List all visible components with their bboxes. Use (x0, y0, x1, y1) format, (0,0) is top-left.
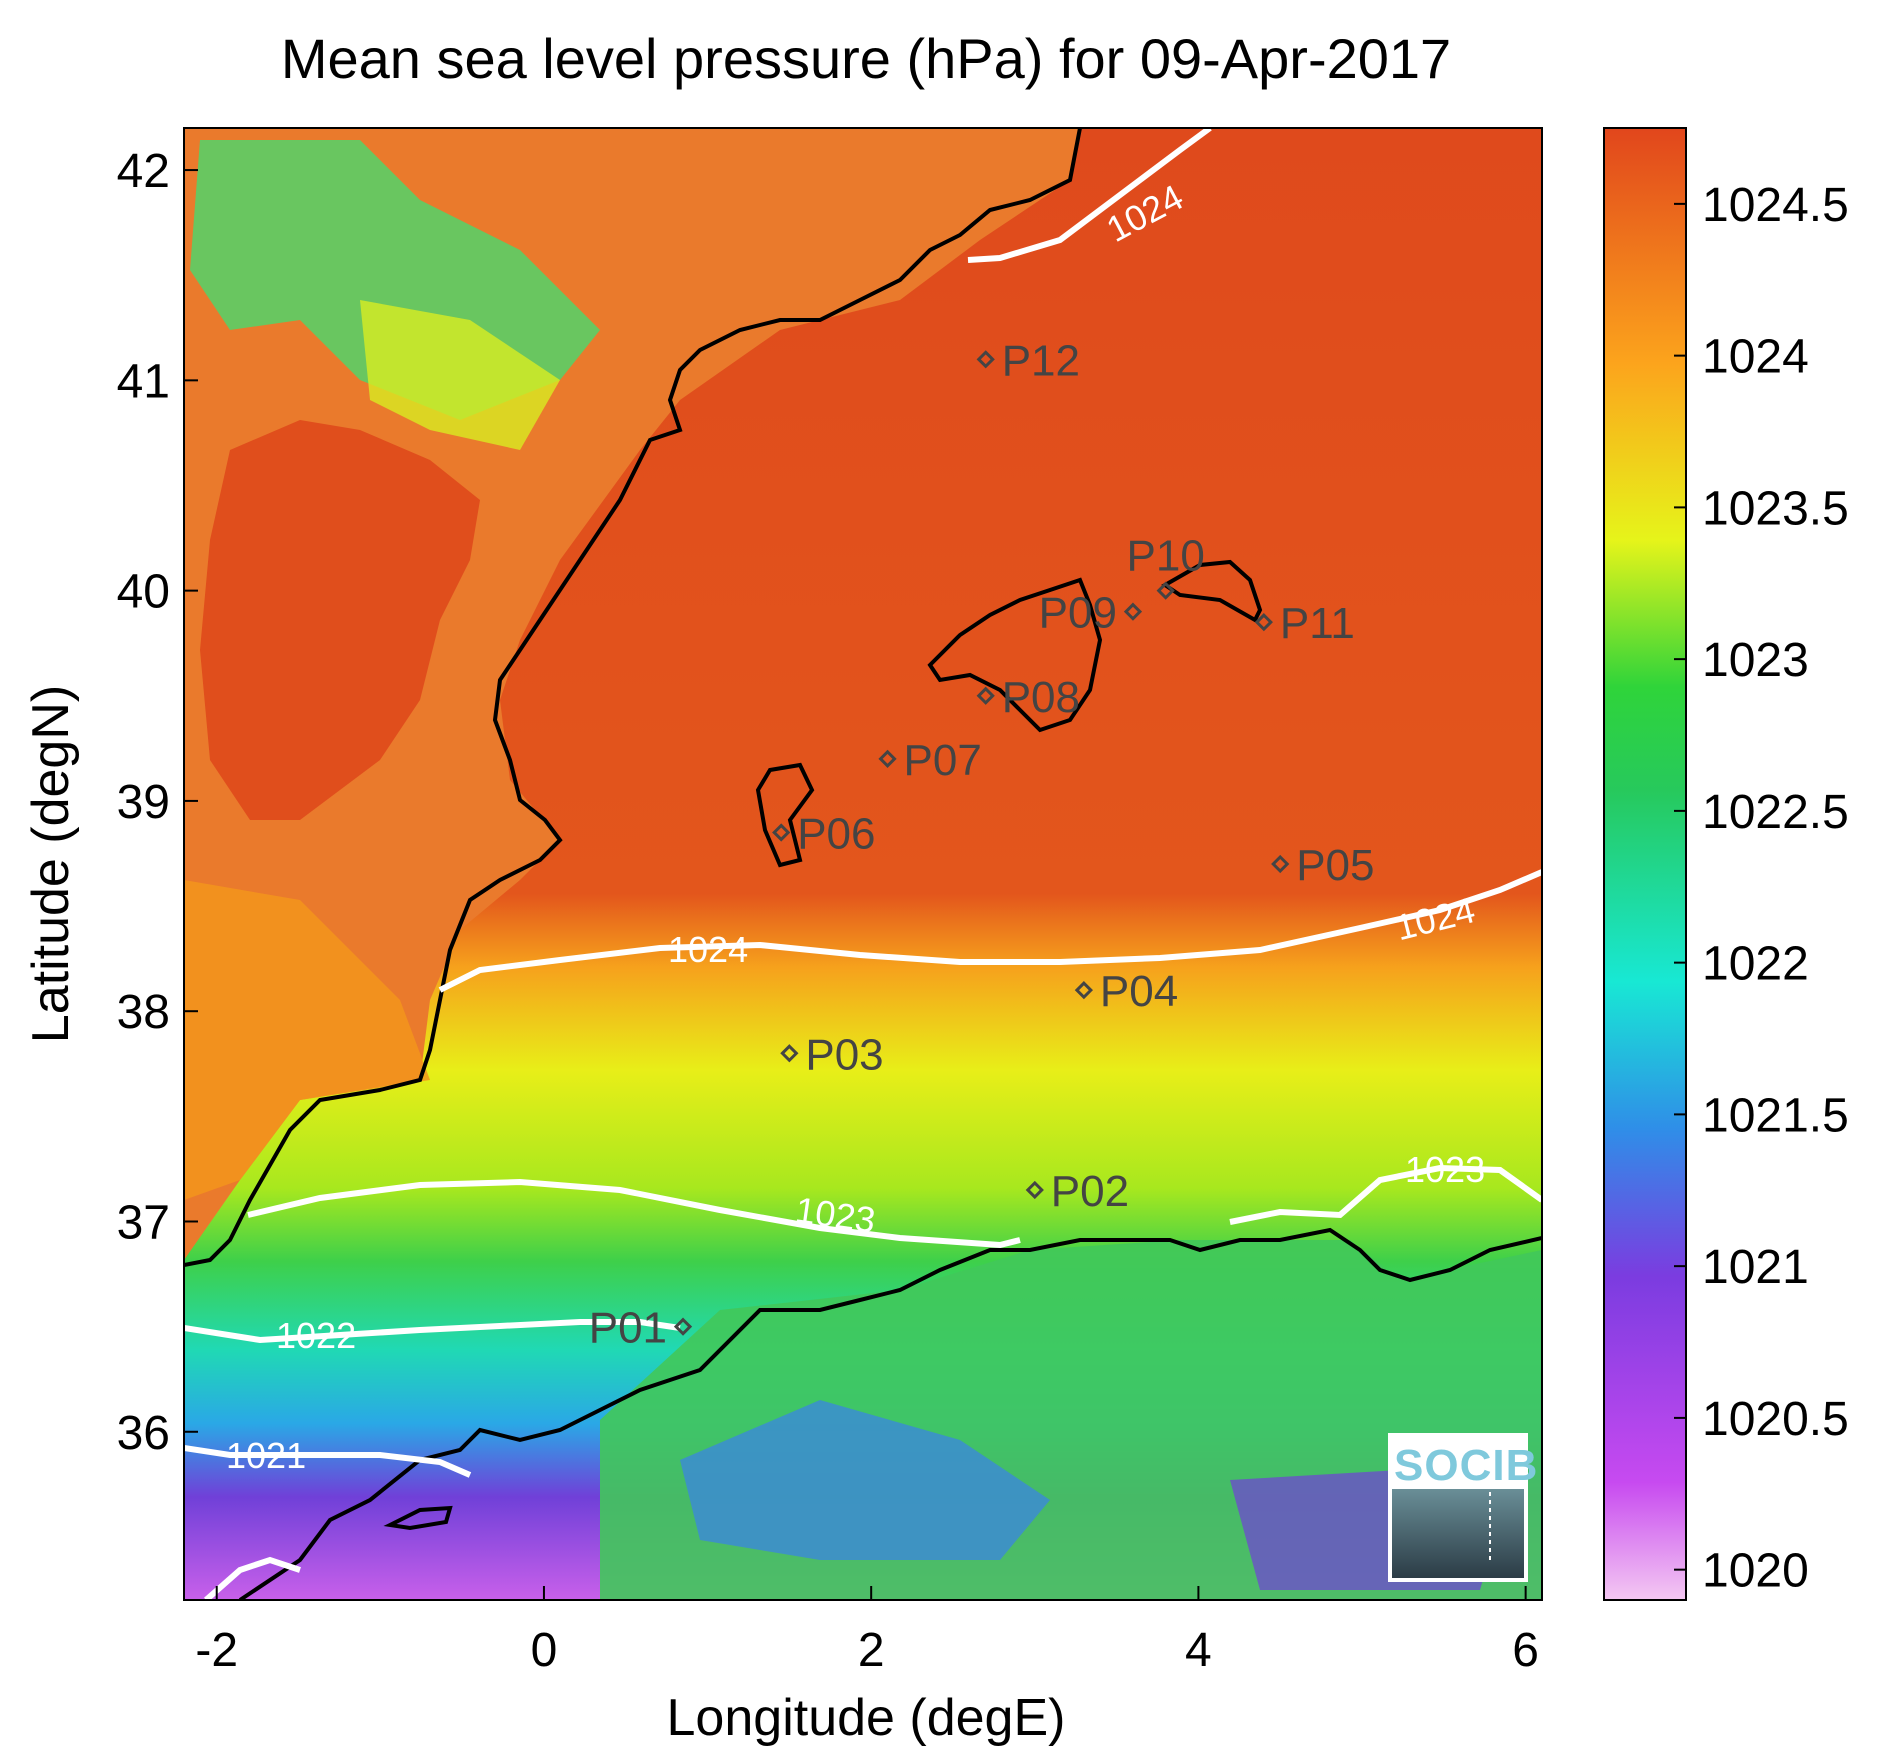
y-tick-label: 41 (117, 355, 170, 408)
colorbar-tick-label: 1023.5 (1702, 482, 1849, 535)
y-tick-label: 39 (117, 776, 170, 829)
colorbar-tick-label: 1022.5 (1702, 786, 1849, 839)
land-yellow-patch (360, 300, 560, 450)
contour-1024-north (967, 128, 1212, 263)
colorbar-ramp (1603, 127, 1687, 1601)
station-marker-p12 (976, 350, 995, 369)
station-marker-p08 (976, 686, 995, 705)
land-africa-blue (680, 1400, 1050, 1560)
colorbar-tick-label: 1024.5 (1702, 179, 1849, 232)
station-marker-p04 (1074, 981, 1094, 1000)
coastline-alboran (383, 1505, 453, 1531)
contour-labels: 1024 1024 1024 1023 1023 1022 1021 (226, 176, 1485, 1476)
coastline-africa (238, 1227, 1542, 1600)
coastlines (184, 128, 1542, 1600)
socib-logo: SOCIB (1388, 1433, 1538, 1582)
x-tick-label: -2 (195, 1624, 238, 1677)
plot-frame (183, 127, 1543, 1601)
station-label-p12: P12 (1002, 336, 1080, 385)
contour-1022 (184, 1319, 681, 1344)
station-label-p08: P08 (1002, 673, 1080, 722)
chart-title: Mean sea level pressure (hPa) for 09-Apr… (281, 27, 1451, 90)
contours (184, 128, 1542, 1600)
contour-1024-middle (438, 869, 1542, 993)
colorbar-tick-label: 1021.5 (1702, 1089, 1849, 1142)
socib-logo-text: SOCIB (1394, 1441, 1538, 1490)
x-tick-label: 2 (858, 1624, 885, 1677)
coastline-ibiza (755, 762, 815, 868)
contour-label-1023-b: 1023 (1405, 1149, 1485, 1190)
contour-1023 (247, 1178, 1021, 1249)
colorbar-tick-label: 1020 (1702, 1545, 1809, 1598)
station-label-p10: P10 (1127, 532, 1205, 581)
land-red-plateau (200, 420, 480, 820)
y-axis: 36 37 38 39 40 41 42 (117, 145, 198, 1460)
coastline-mallorca (927, 577, 1103, 733)
coastline-iberia (184, 128, 1082, 1267)
station-label-p02: P02 (1051, 1167, 1129, 1216)
contour-label-1022: 1022 (276, 1315, 356, 1356)
x-axis: -2 0 2 4 6 (195, 1586, 1539, 1677)
x-axis-title: Longitude (degE) (667, 1689, 1066, 1747)
contour-1021 (184, 1445, 472, 1478)
station-label-p04: P04 (1100, 967, 1178, 1016)
colorbar-tick-label: 1021 (1702, 1241, 1809, 1294)
x-tick-label: 6 (1512, 1624, 1539, 1677)
colorbar-tick-label: 1022 (1702, 938, 1809, 991)
station-label-p01: P01 (589, 1304, 667, 1353)
station-label-p07: P07 (904, 736, 982, 785)
y-tick-label: 40 (117, 566, 170, 619)
station-marker-p05 (1271, 854, 1290, 874)
x-tick-label: 4 (1185, 1624, 1212, 1677)
station-label-p11: P11 (1280, 599, 1355, 648)
station-marker-p11 (1254, 613, 1273, 632)
station-marker-p09 (1123, 602, 1143, 621)
colorbar-axis: 1020 1020.5 1021 1021.5 1022 1022.5 1023 1023.5… (1674, 179, 1849, 1598)
contour-label-1021: 1021 (226, 1435, 306, 1476)
contour-1023-east (1229, 1164, 1542, 1225)
station-marker-p02 (1025, 1180, 1044, 1200)
station-marker-p01 (673, 1317, 693, 1336)
colorbar-tick-label: 1023 (1702, 634, 1809, 687)
contour-label-1024-a: 1024 (668, 929, 748, 970)
station-marker-p10 (1156, 581, 1175, 600)
station-label-p03: P03 (805, 1030, 883, 1079)
y-tick-label: 38 (117, 986, 170, 1039)
station-label-p06: P06 (797, 809, 875, 858)
station-marker-p03 (780, 1044, 799, 1063)
colorbar-tick-label: 1020.5 (1702, 1393, 1849, 1446)
station-label-p05: P05 (1296, 841, 1374, 890)
station-marker-p07 (878, 749, 897, 768)
y-axis-title: Latitude (degN) (22, 685, 80, 1043)
y-tick-label: 42 (117, 145, 170, 198)
station-label-p09: P09 (1039, 589, 1117, 638)
x-tick-label: 0 (531, 1624, 558, 1677)
land-orange-coast (184, 880, 430, 1200)
colorbar-tick-label: 1024 (1702, 331, 1809, 384)
coastline-menorca (1161, 559, 1263, 623)
y-tick-label: 36 (117, 1407, 170, 1460)
station-marker-p06 (772, 823, 791, 842)
y-tick-label: 37 (117, 1196, 170, 1249)
contour-1021-south (204, 1556, 301, 1600)
